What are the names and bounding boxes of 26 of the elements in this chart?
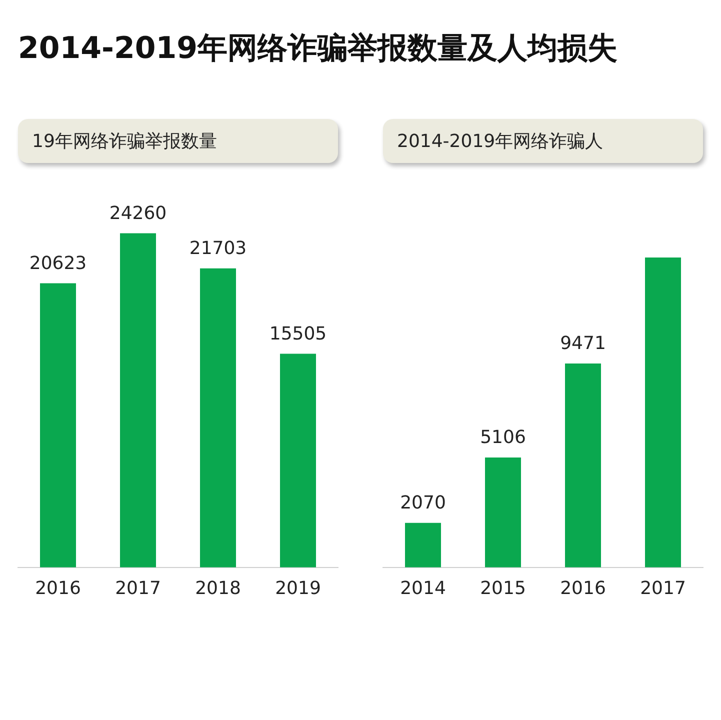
data-label: 9471 xyxy=(560,333,606,354)
data-label: 21703 xyxy=(189,238,247,260)
bar xyxy=(40,283,76,568)
x-tick-label: 2017 xyxy=(640,578,686,599)
bar xyxy=(485,457,521,568)
data-label: 5106 xyxy=(480,427,526,448)
data-label: 2070 xyxy=(400,492,446,514)
data-label: 15505 xyxy=(269,323,327,344)
bar xyxy=(200,268,236,568)
data-label: 24260 xyxy=(109,202,167,224)
x-tick-label: 2018 xyxy=(195,578,241,599)
x-tick-label: 2015 xyxy=(480,578,526,599)
data-label: 20623 xyxy=(29,252,87,274)
x-tick-label: 2014 xyxy=(400,578,446,599)
bar xyxy=(405,522,441,568)
bar xyxy=(120,233,156,568)
bar xyxy=(565,364,601,568)
bar xyxy=(645,257,681,568)
x-tick-label: 2017 xyxy=(115,578,161,599)
x-tick-label: 2019 xyxy=(275,578,321,599)
chart-subtitle: 2014-2019年网络诈骗人 xyxy=(383,119,703,163)
x-tick-label: 2016 xyxy=(35,578,81,599)
bar xyxy=(280,354,316,568)
chart-title: 2014-2019年网络诈骗举报数量及人均损失 xyxy=(17,30,618,68)
chart-subtitle: 19年网络诈骗举报数量 xyxy=(18,119,338,163)
x-tick-label: 2016 xyxy=(560,578,606,599)
